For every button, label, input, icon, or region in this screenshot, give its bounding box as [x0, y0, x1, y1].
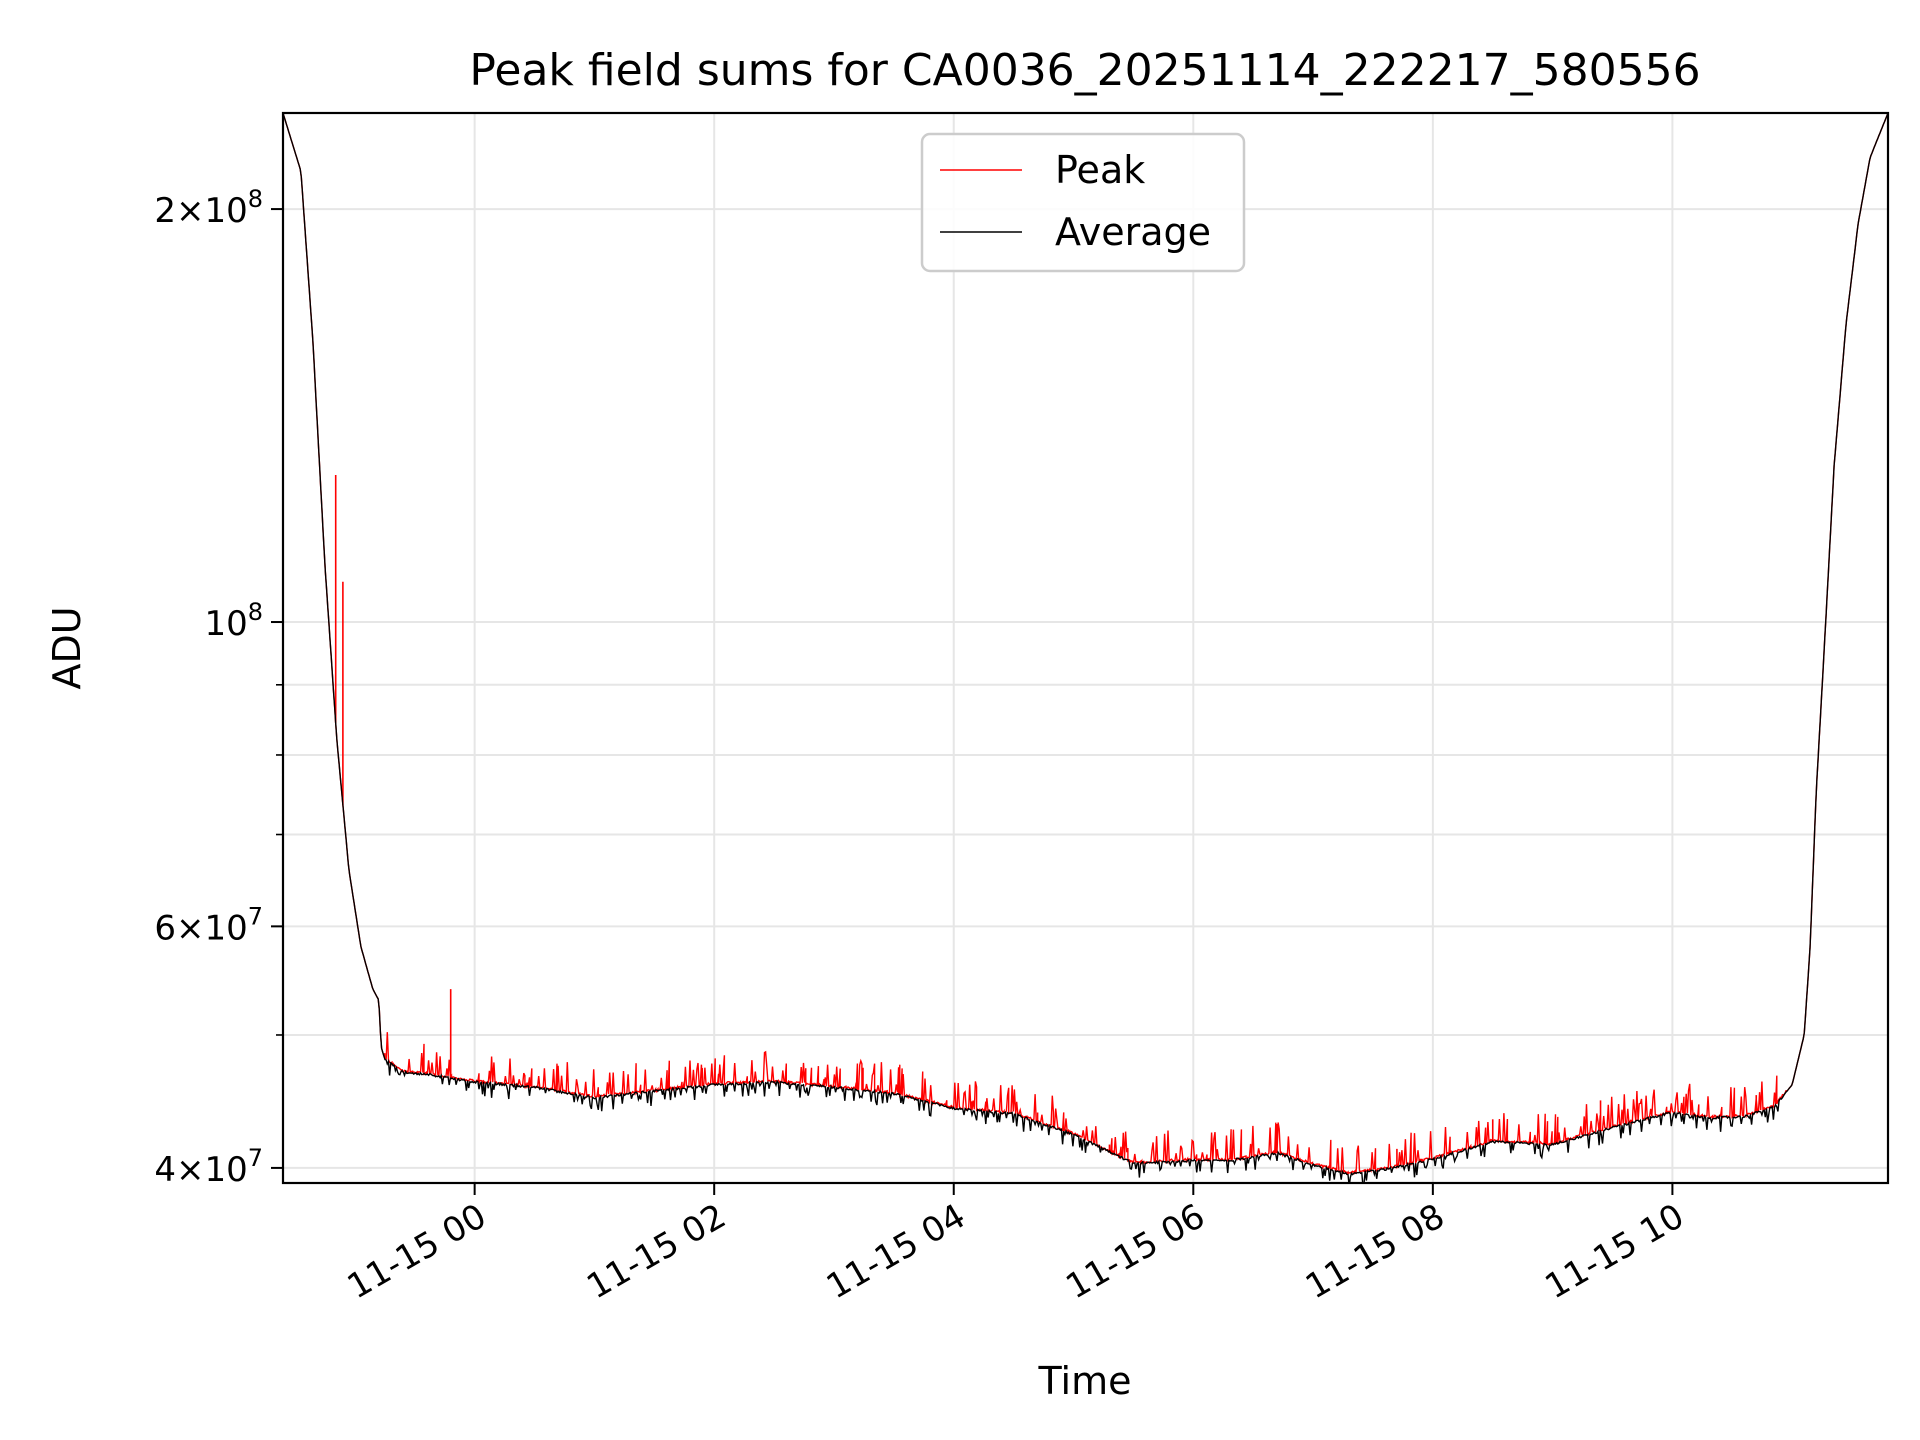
series-line-average [283, 113, 1888, 1183]
plot-frame [281, 111, 1890, 1185]
legend-box [920, 132, 1246, 273]
x-axis-label: Time [1038, 1359, 1132, 1403]
y-tick-label: 2×108 [154, 185, 263, 231]
legend-label-peak: Peak [1055, 148, 1145, 192]
chart-title: Peak field sums for CA0036_20251114_2222… [469, 45, 1700, 96]
plot-area [283, 113, 1888, 1183]
y-tick-label: 4×107 [154, 1144, 263, 1190]
y-tick-label: 6×107 [154, 902, 263, 948]
legend: Peak Average [920, 132, 1246, 273]
series-layer [283, 113, 1888, 1183]
y-axis: 4×107 6×107 108 2×108 [154, 185, 283, 1190]
legend-label-average: Average [1055, 210, 1211, 254]
y-axis-label: ADU [45, 606, 89, 689]
y-tick-label: 108 [204, 598, 263, 644]
